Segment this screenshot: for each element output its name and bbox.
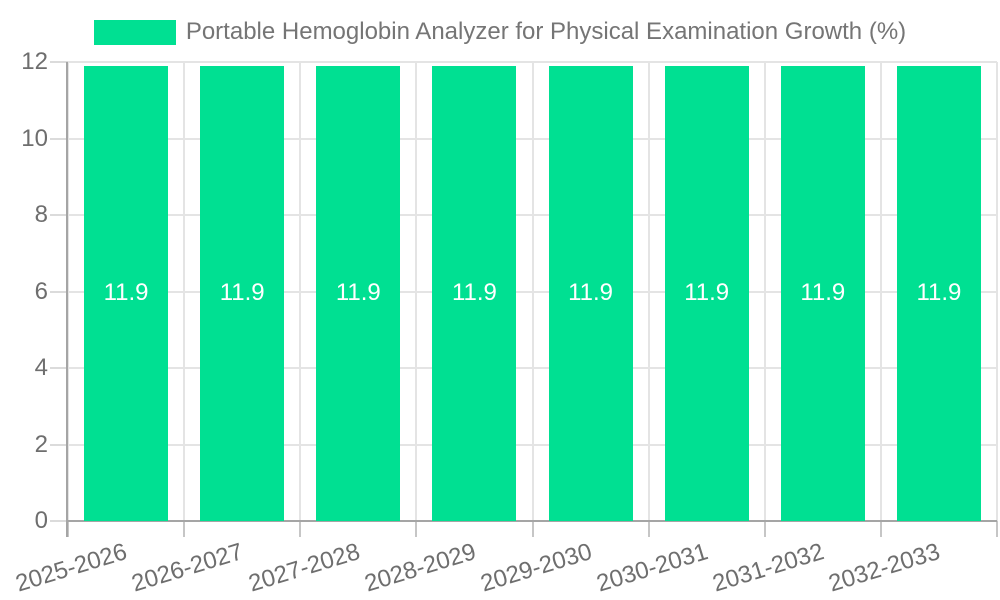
x-tick-label: 2027-2028	[244, 538, 363, 598]
x-tick-label: 2031-2032	[709, 538, 828, 598]
x-tick-label: 2025-2026	[12, 538, 131, 598]
x-gridline	[67, 62, 69, 521]
bar-value-label: 11.9	[103, 279, 149, 307]
x-tick	[183, 521, 186, 537]
y-tick-label: 8	[34, 201, 48, 228]
x-tick	[763, 521, 766, 537]
bar-value-label: 11.9	[219, 279, 265, 307]
bar-value-label: 11.9	[568, 279, 614, 307]
bar[interactable]	[548, 65, 633, 521]
x-tick-label: 2032-2033	[825, 538, 944, 598]
y-tick-label: 12	[21, 48, 48, 75]
bar[interactable]	[432, 65, 517, 521]
y-tick-label: 6	[34, 277, 48, 305]
bar[interactable]	[664, 65, 749, 521]
y-tick	[50, 137, 68, 140]
y-tick	[50, 443, 68, 446]
bar-value-label: 11.9	[335, 279, 381, 307]
x-gridline	[531, 62, 534, 521]
x-tick-label: 2026-2027	[128, 538, 247, 598]
x-tick	[647, 521, 650, 537]
bar[interactable]	[896, 65, 981, 521]
legend-label: Portable Hemoglobin Analyzer for Physica…	[185, 18, 907, 45]
bar[interactable]	[780, 65, 865, 521]
x-tick	[415, 521, 418, 537]
y-axis-line	[66, 62, 68, 537]
x-gridline	[879, 62, 882, 521]
bar-value-label: 11.9	[451, 279, 497, 307]
x-gridline	[763, 62, 766, 521]
y-tick-label: 0	[34, 507, 48, 534]
bar[interactable]	[316, 65, 401, 521]
legend[interactable]: Portable Hemoglobin Analyzer for Physica…	[0, 17, 1000, 47]
x-tick-label: 2029-2030	[477, 538, 595, 598]
x-tick	[996, 521, 998, 537]
x-tick	[531, 521, 534, 537]
y-tick	[50, 520, 68, 522]
bar-value-label: 11.9	[916, 279, 962, 307]
bar-value-label: 11.9	[800, 279, 846, 307]
x-gridline	[647, 62, 650, 521]
bar[interactable]	[84, 65, 169, 521]
bar[interactable]	[200, 65, 285, 521]
y-tick	[50, 61, 68, 63]
y-tick-label: 2	[34, 430, 48, 458]
x-tick-label: 2028-2029	[361, 538, 479, 598]
y-tick	[50, 290, 68, 293]
y-tick	[50, 367, 68, 369]
x-gridline	[183, 62, 186, 521]
x-tick	[67, 521, 69, 537]
x-gridline	[415, 62, 418, 521]
y-tick-label: 10	[21, 124, 48, 152]
legend-swatch[interactable]	[93, 19, 176, 45]
y-tick-label: 4	[34, 354, 48, 381]
x-gridline	[299, 62, 302, 521]
x-tick-label: 2030-2031	[593, 538, 711, 598]
y-tick	[50, 214, 68, 216]
x-tick	[299, 521, 302, 537]
x-gridline	[996, 62, 998, 521]
x-tick	[879, 521, 882, 537]
bar-value-label: 11.9	[684, 279, 730, 307]
x-axis-line	[66, 520, 997, 522]
